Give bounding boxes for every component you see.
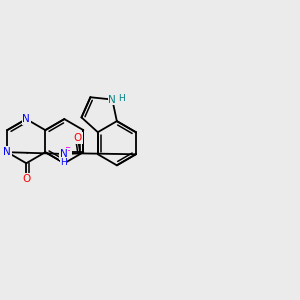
Text: O: O xyxy=(22,174,30,184)
Text: N: N xyxy=(3,147,11,157)
Text: O: O xyxy=(74,133,82,143)
Text: H: H xyxy=(60,158,67,167)
Text: N: N xyxy=(60,149,68,159)
Text: H: H xyxy=(118,94,124,103)
Text: F: F xyxy=(65,147,71,157)
Text: N: N xyxy=(22,114,30,124)
Text: N: N xyxy=(108,94,116,104)
